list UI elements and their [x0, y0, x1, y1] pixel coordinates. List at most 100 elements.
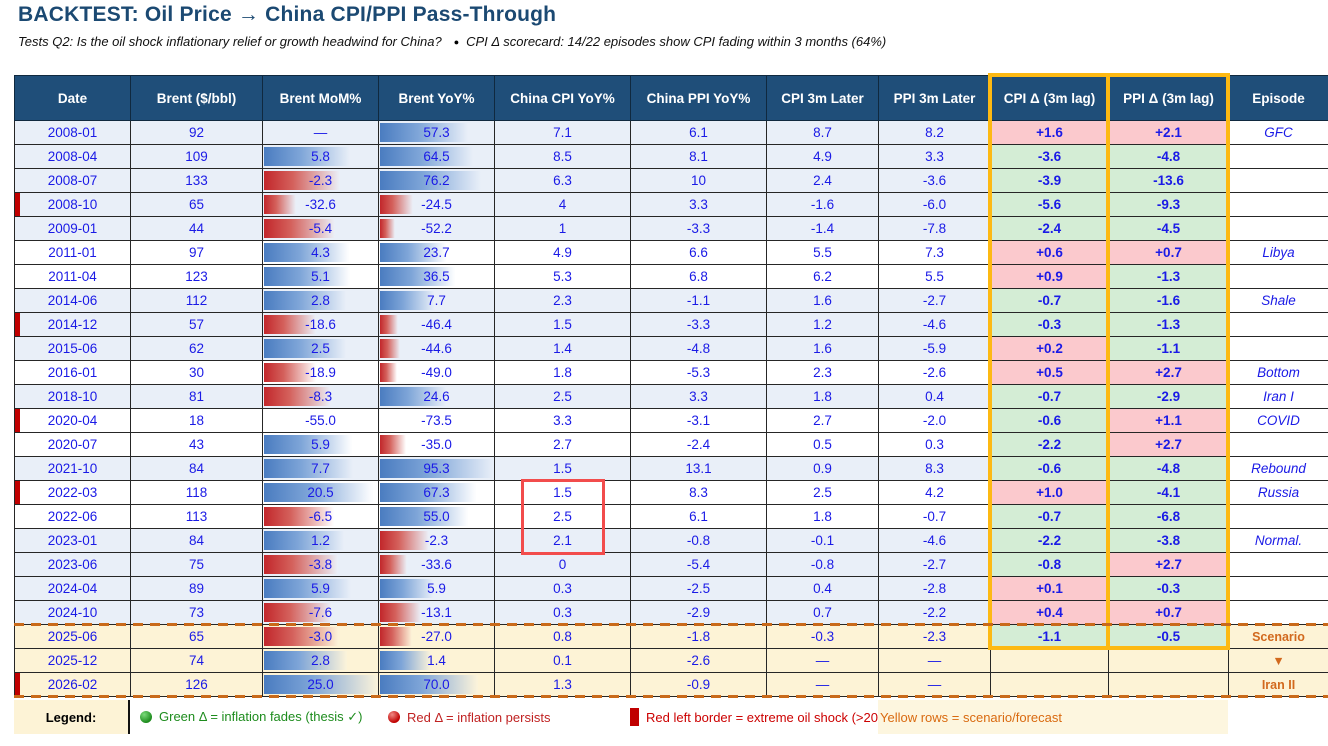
column-header-5: China CPI YoY%: [494, 75, 631, 121]
cell-brent-mom: 20.5: [262, 480, 379, 505]
cell-brent: 74: [130, 648, 263, 673]
cell-china-cpi: 1: [494, 216, 631, 241]
table-header-row: Date Brent ($/bbl) Brent MoM% Brent YoY% Chi…: [14, 75, 1328, 121]
cell-cpi-3m-later: 0.5: [766, 432, 879, 457]
cell-brent-mom: 5.9: [262, 432, 379, 457]
cell-brent: 62: [130, 336, 263, 361]
cell-cpi-delta: -0.6: [990, 456, 1109, 481]
table-row-2018-10: 2018-10 81 -8.3 24.6 2.5 3.3 1.8 0.4 -0.7 -2.9 Ira…: [14, 384, 1328, 409]
cell-brent-mom: -55.0: [262, 408, 379, 433]
data-bar: [264, 507, 334, 526]
table-row-2024-10: 2024-10 73 -7.6 -13.1 0.3 -2.9 0.7 -2.2 +0.4 +0.7: [14, 600, 1328, 625]
table-row-2011-04: 2011-04 123 5.1 36.5 5.3 6.8 6.2 5.5 +0.9 -1.3: [14, 264, 1328, 289]
cell-brent: 97: [130, 240, 263, 265]
cell-brent: 92: [130, 120, 263, 145]
cell-brent: 109: [130, 144, 263, 169]
data-bar: [380, 363, 397, 382]
cell-ppi-3m-later: -2.0: [878, 408, 991, 433]
cell-china-cpi: 0.1: [494, 648, 631, 673]
cell-date: 2022-06: [14, 504, 131, 529]
legend-item-green-delta: Green Δ = inflation fades (thesis ✓): [140, 700, 362, 734]
cell-cpi-3m-later: 1.8: [766, 504, 879, 529]
cell-episode: [1228, 504, 1328, 529]
cell-china-ppi: 6.8: [630, 264, 767, 289]
data-bar: [380, 531, 429, 550]
cell-ppi-delta: -2.9: [1108, 384, 1229, 409]
cell-china-ppi: 6.1: [630, 504, 767, 529]
cell-ppi-3m-later: -2.6: [878, 360, 991, 385]
cell-cpi-delta: -0.3: [990, 312, 1109, 337]
cell-ppi-3m-later: 0.4: [878, 384, 991, 409]
data-bar: [380, 219, 395, 238]
cell-brent-yoy: -33.6: [378, 552, 495, 577]
cell-ppi-3m-later: -7.8: [878, 216, 991, 241]
cell-cpi-delta: +0.4: [990, 600, 1109, 625]
cell-china-ppi: -3.3: [630, 216, 767, 241]
cell-date: 2025-06: [14, 624, 131, 649]
cell-china-cpi: 2.5: [494, 504, 631, 529]
cell-brent-yoy: 57.3: [378, 120, 495, 145]
data-bar: [380, 507, 468, 526]
cell-china-ppi: 3.3: [630, 384, 767, 409]
cell-brent-mom: —: [262, 120, 379, 145]
table-row-2008-07: 2008-07 133 -2.3 76.2 6.3 10 2.4 -3.6 -3.9 -13.6: [14, 168, 1328, 193]
cell-brent-mom: 4.3: [262, 240, 379, 265]
data-bar: [380, 123, 470, 142]
cell-china-cpi: 4: [494, 192, 631, 217]
cell-episode: Rebound: [1228, 456, 1328, 481]
data-bar: [264, 243, 350, 262]
cell-china-ppi: -2.9: [630, 600, 767, 625]
cell-china-ppi: -2.6: [630, 648, 767, 673]
red-dot-icon: [388, 711, 400, 723]
cell-date: 2016-01: [14, 360, 131, 385]
cell-date: 2015-06: [14, 336, 131, 361]
cell-cpi-3m-later: 8.7: [766, 120, 879, 145]
cell-cpi-3m-later: -0.1: [766, 528, 879, 553]
cell-ppi-3m-later: 7.3: [878, 240, 991, 265]
data-bar: [264, 315, 317, 334]
subtitle-question: Tests Q2: Is the oil shock inflationary …: [18, 34, 442, 49]
legend-green-text: Green Δ = inflation fades (thesis ✓): [159, 709, 363, 724]
cell-cpi-delta: -1.1: [990, 624, 1109, 649]
cell-cpi-delta: +1.0: [990, 480, 1109, 505]
data-bar: [264, 603, 333, 622]
cell-ppi-3m-later: 0.3: [878, 432, 991, 457]
data-bar: [380, 171, 482, 190]
cell-brent-mom: -32.6: [262, 192, 379, 217]
cell-brent-yoy: 95.3: [378, 456, 495, 481]
cell-episode: [1228, 264, 1328, 289]
cell-episode: [1228, 312, 1328, 337]
data-bar: [264, 339, 347, 358]
cell-brent: 65: [130, 624, 263, 649]
data-bar: [264, 363, 316, 382]
cell-ppi-3m-later: -2.3: [878, 624, 991, 649]
cell-ppi-delta: +2.7: [1108, 432, 1229, 457]
data-bar: [380, 267, 455, 286]
data-bar: [264, 651, 348, 670]
cell-china-cpi: 2.5: [494, 384, 631, 409]
data-bar: [264, 435, 352, 454]
cell-brent: 81: [130, 384, 263, 409]
table-row-2025-06: 2025-06 65 -3.0 -27.0 0.8 -1.8 -0.3 -2.3 -1.1 -0.…: [14, 624, 1328, 649]
cell-episode: [1228, 552, 1328, 577]
cell-brent-yoy: 76.2: [378, 168, 495, 193]
cell-brent-mom: -8.3: [262, 384, 379, 409]
cell-cpi-delta: [990, 648, 1109, 673]
cell-china-cpi: 7.1: [494, 120, 631, 145]
cell-cpi-delta: -0.7: [990, 384, 1109, 409]
cell-episode: ▼: [1228, 648, 1328, 673]
data-bar: [380, 651, 432, 670]
column-header-7: CPI 3m Later: [766, 75, 879, 121]
data-bar: [264, 579, 352, 598]
cell-china-cpi: 2.7: [494, 432, 631, 457]
cell-brent-yoy: 67.3: [378, 480, 495, 505]
legend-shock-text: Red left border = extreme oil shock (>20: [646, 709, 878, 725]
cell-ppi-3m-later: -2.8: [878, 576, 991, 601]
cell-cpi-3m-later: -0.3: [766, 624, 879, 649]
cell-china-cpi: 6.3: [494, 168, 631, 193]
table-row-2020-07: 2020-07 43 5.9 -35.0 2.7 -2.4 0.5 0.3 -2.2 +2.7: [14, 432, 1328, 457]
cell-brent-mom: 2.5: [262, 336, 379, 361]
cell-brent-yoy: -46.4: [378, 312, 495, 337]
cell-cpi-delta: -2.2: [990, 432, 1109, 457]
data-bar: [380, 675, 478, 694]
